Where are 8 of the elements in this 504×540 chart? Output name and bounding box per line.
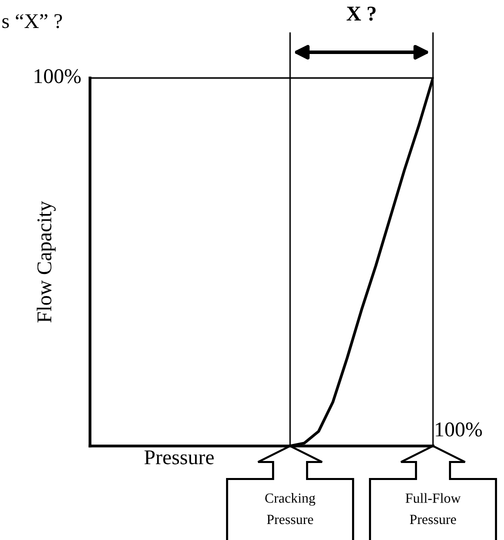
text: Cracking Pressure — [265, 493, 316, 524]
text: Full-Flow Pressure — [406, 493, 461, 524]
x-axis-title: Pressure — [144, 450, 214, 464]
text: 100% — [436, 422, 482, 437]
y-axis-title: Flow Capacity — [36, 201, 56, 322]
chart-title: s “X” ? — [2, 14, 62, 28]
text: 100% — [34, 69, 81, 84]
text: X ? — [346, 6, 376, 21]
